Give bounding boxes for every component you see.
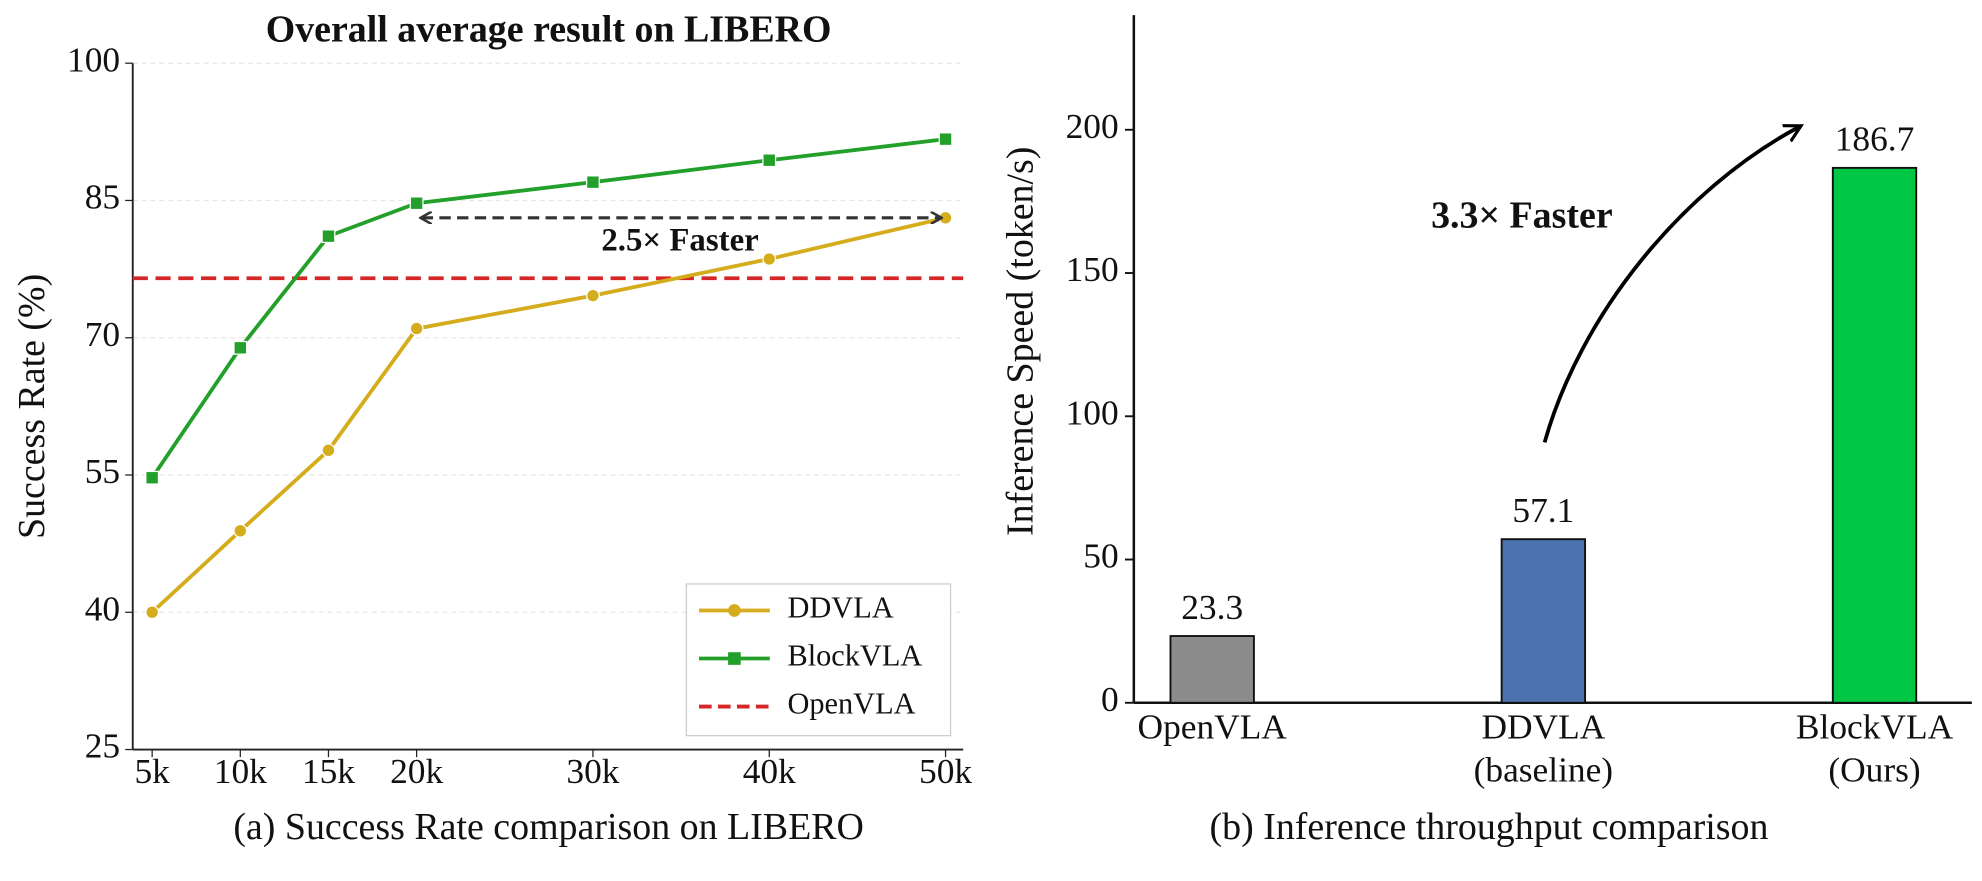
value-label: 57.1 <box>1512 490 1574 530</box>
marker <box>938 132 953 147</box>
annotation: 2.5× Faster <box>601 223 758 259</box>
caption: (b) Inference throughput comparison <box>1210 806 1769 848</box>
bar <box>1831 166 1918 704</box>
marker <box>321 229 336 244</box>
x-tick-label: 10k <box>214 751 267 791</box>
bar <box>1500 538 1587 704</box>
marker <box>409 196 424 211</box>
marker <box>762 153 777 168</box>
marker <box>585 175 600 190</box>
marker <box>938 210 953 225</box>
marker <box>145 605 160 620</box>
y-tick-label: 100 <box>67 39 120 79</box>
series-line <box>150 137 946 479</box>
value-label: 186.7 <box>1835 119 1915 159</box>
x-tick-label: BlockVLA (Ours) <box>1796 707 1954 790</box>
y-tick-label: 100 <box>1066 392 1119 432</box>
marker <box>233 523 248 538</box>
x-tick-label: 40k <box>743 751 796 791</box>
bar <box>1169 635 1255 704</box>
y-tick-label: 40 <box>85 588 120 628</box>
y-tick-label: 200 <box>1066 106 1119 146</box>
y-axis-label: Inference Speed (token/s) <box>1000 147 1042 536</box>
x-tick-label: 5k <box>134 751 170 791</box>
legend-marker <box>728 604 741 617</box>
x-tick-label: 50k <box>919 751 972 791</box>
legend-marker <box>728 652 741 665</box>
x-tick-label: 30k <box>566 751 619 791</box>
legend-label: DDVLA <box>787 590 893 624</box>
y-tick-label: 55 <box>85 451 120 491</box>
legend-label: OpenVLA <box>787 687 915 721</box>
x-tick-label: DDVLA (baseline) <box>1474 707 1613 790</box>
y-tick-label: 25 <box>85 726 120 766</box>
value-label: 23.3 <box>1181 587 1243 627</box>
y-tick-label: 85 <box>85 177 120 217</box>
marker <box>762 252 777 266</box>
arrow <box>1542 126 1800 443</box>
chart-title: Overall average result on LIBERO <box>266 9 832 51</box>
y-tick-label: 50 <box>1083 536 1118 576</box>
marker <box>233 340 248 355</box>
marker <box>145 470 160 485</box>
y-tick-label: 0 <box>1101 679 1119 719</box>
legend-label: BlockVLA <box>787 638 922 672</box>
caption: (a) Success Rate comparison on LIBERO <box>233 806 864 848</box>
marker <box>585 288 600 303</box>
x-tick-label: OpenVLA <box>1138 707 1288 747</box>
x-tick-label: 20k <box>390 751 443 791</box>
x-tick-label: 15k <box>302 751 355 791</box>
marker <box>409 321 424 336</box>
annotation: 3.3× Faster <box>1431 194 1613 236</box>
y-axis-label: Success Rate (%) <box>11 274 53 539</box>
marker <box>321 443 336 458</box>
y-tick-label: 150 <box>1066 249 1119 289</box>
y-tick-label: 70 <box>85 314 120 354</box>
